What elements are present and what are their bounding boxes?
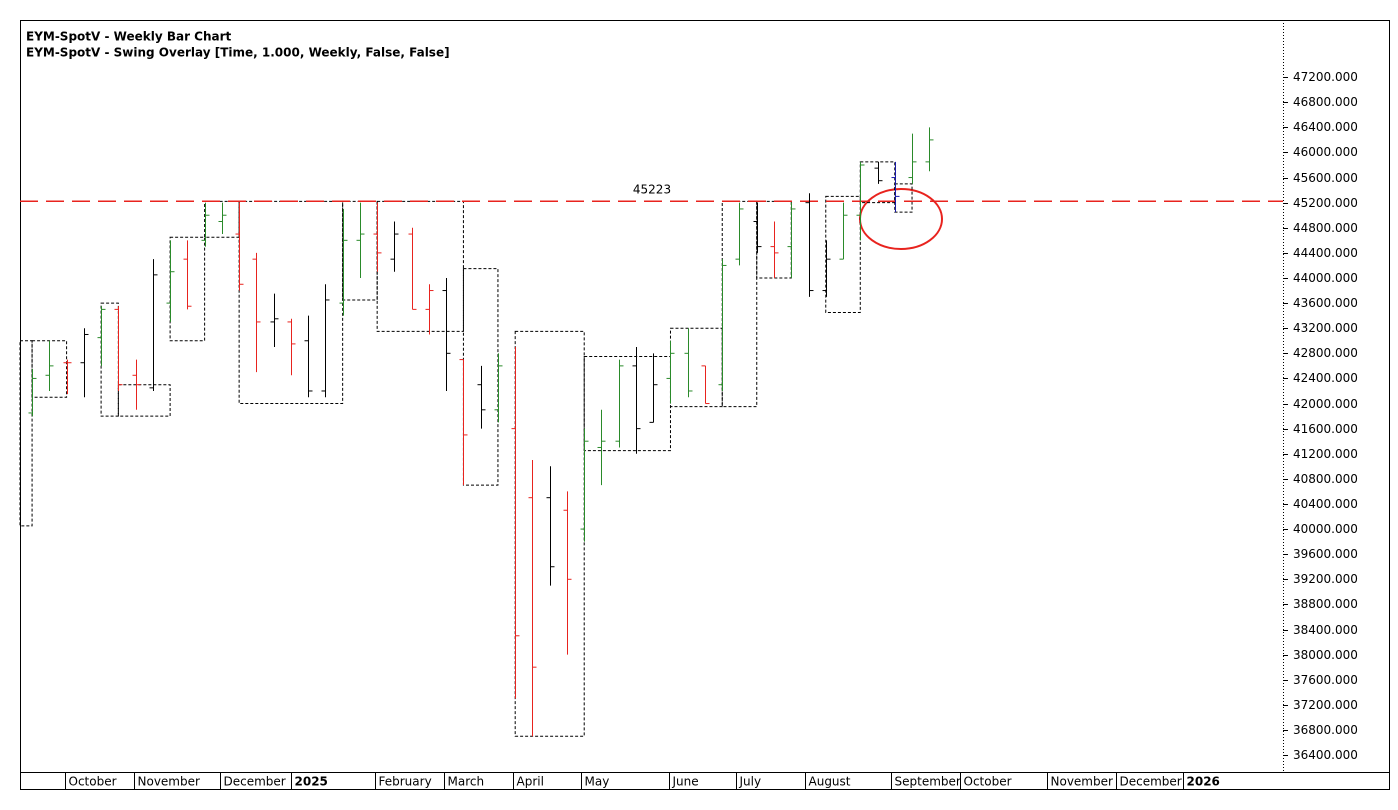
x-tick-label: April bbox=[517, 775, 544, 789]
y-tick-label: 46400.000 bbox=[1293, 120, 1358, 134]
x-tick-label: June bbox=[672, 775, 699, 789]
x-tick-label: March bbox=[448, 775, 485, 789]
y-tick-label: 45200.000 bbox=[1293, 196, 1358, 210]
y-tick-label: 45600.000 bbox=[1293, 171, 1358, 185]
y-tick-label: 43200.000 bbox=[1293, 321, 1358, 335]
x-tick-label: October bbox=[964, 775, 1012, 789]
y-tick-label: 41600.000 bbox=[1293, 422, 1358, 436]
x-tick-label: December bbox=[1120, 775, 1182, 789]
y-tick-label: 36800.000 bbox=[1293, 723, 1358, 737]
swing-box bbox=[825, 195, 861, 314]
y-tick-label: 39200.000 bbox=[1293, 572, 1358, 586]
x-tick-label: October bbox=[69, 775, 117, 789]
y-tick-label: 46800.000 bbox=[1293, 95, 1358, 109]
y-tick-label: 40400.000 bbox=[1293, 497, 1358, 511]
x-tick-label: November bbox=[138, 775, 200, 789]
swing-box bbox=[462, 268, 499, 486]
x-tick-label: July bbox=[739, 775, 762, 789]
x-tick-label: December bbox=[224, 775, 286, 789]
y-tick-label: 42000.000 bbox=[1293, 397, 1358, 411]
y-tick-label: 40000.000 bbox=[1293, 522, 1358, 536]
y-tick-label: 41200.000 bbox=[1293, 447, 1358, 461]
chart-title: EYM-SpotV - Weekly Bar Chart bbox=[26, 30, 232, 44]
y-tick-label: 47200.000 bbox=[1293, 70, 1358, 84]
x-tick-label: August bbox=[809, 775, 851, 789]
y-tick-label: 37600.000 bbox=[1293, 673, 1358, 687]
x-tick-label: May bbox=[585, 775, 610, 789]
swing-box bbox=[169, 236, 206, 342]
x-tick-label: 2025 bbox=[295, 775, 328, 789]
y-tick-label: 43600.000 bbox=[1293, 296, 1358, 310]
y-tick-label: 46000.000 bbox=[1293, 145, 1358, 159]
chart-subtitle: EYM-SpotV - Swing Overlay [Time, 1.000, … bbox=[26, 46, 450, 60]
x-tick-label: 2026 bbox=[1187, 775, 1220, 789]
y-tick-label: 42400.000 bbox=[1293, 371, 1358, 385]
swing-box bbox=[117, 384, 171, 417]
y-tick-label: 44000.000 bbox=[1293, 271, 1358, 285]
y-tick-label: 42800.000 bbox=[1293, 346, 1358, 360]
y-tick-label: 38800.000 bbox=[1293, 597, 1358, 611]
y-tick-label: 37200.000 bbox=[1293, 698, 1358, 712]
y-tick-label: 38400.000 bbox=[1293, 623, 1358, 637]
y-tick-label: 40800.000 bbox=[1293, 472, 1358, 486]
level-label: 45223 bbox=[633, 183, 671, 197]
x-tick-label: November bbox=[1051, 775, 1113, 789]
x-tick-label: February bbox=[379, 775, 432, 789]
y-tick-label: 38000.000 bbox=[1293, 648, 1358, 662]
swing-box bbox=[19, 340, 33, 527]
y-tick-label: 36400.000 bbox=[1293, 748, 1358, 762]
x-tick-label: September bbox=[895, 775, 961, 789]
y-tick-label: 44800.000 bbox=[1293, 221, 1358, 235]
swing-box bbox=[894, 183, 913, 213]
y-tick-label: 44400.000 bbox=[1293, 246, 1358, 260]
y-tick-label: 39600.000 bbox=[1293, 547, 1358, 561]
